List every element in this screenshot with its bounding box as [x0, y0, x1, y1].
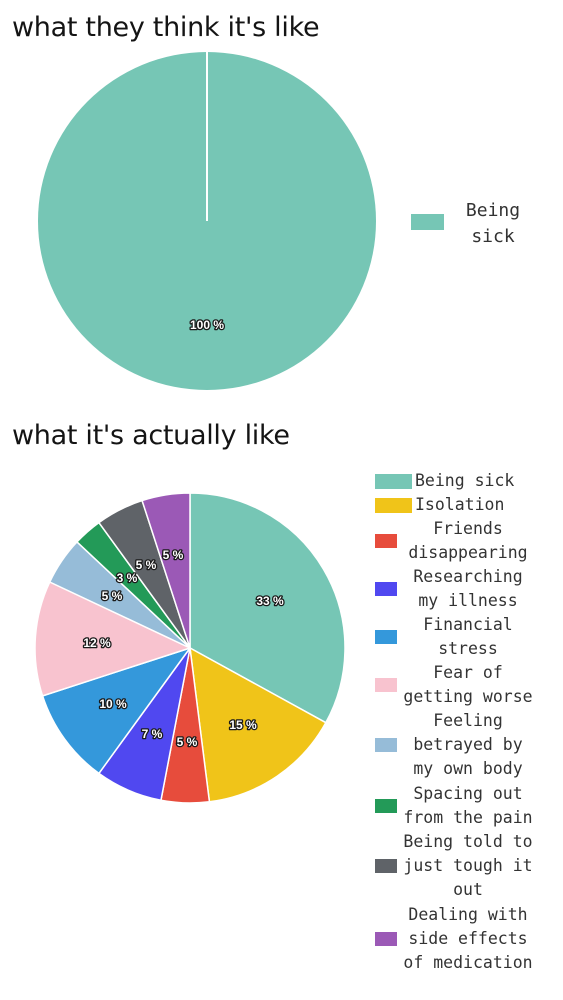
pie-slice-financial-stress — [41, 647, 191, 775]
pie-slice-friends-disappearing — [160, 647, 211, 804]
slice-label-being-told-to-just-tough-it-out: 5 % — [136, 558, 157, 572]
legend-label-dealing-with-side-effects-of-medication: Dealing with side effects of medication — [403, 905, 533, 972]
pie-slice-fear-of-getting-worse — [34, 581, 191, 697]
pie-slice-feeling-betrayed-by-my-own-body — [49, 541, 191, 649]
legend-swatch-fear-of-getting-worse — [375, 678, 397, 692]
legend-label-fear-of-getting-worse: Fear of getting worse — [403, 663, 533, 706]
pie-slice-researching-my-illness — [98, 647, 191, 802]
legend-swatch-being-sick — [411, 214, 444, 230]
legend-label-feeling-betrayed-by-my-own-body: Feeling betrayed by my own body — [413, 711, 523, 778]
legend-label-being-sick: Being sick — [465, 200, 521, 247]
slice-label-financial-stress: 10 % — [99, 697, 127, 711]
pie-chart-1: 100 % — [38, 52, 376, 390]
slice-label-spacing-out-from-the-pain: 3 % — [117, 571, 138, 585]
legend-label-being-sick: Being sick — [415, 471, 515, 490]
pie-slice-dealing-with-side-effects-of-medication — [141, 492, 191, 649]
legend-swatch-financial-stress — [375, 630, 397, 644]
slice-label-isolation: 15 % — [229, 718, 257, 732]
slice-label-fear-of-getting-worse: 12 % — [83, 636, 111, 650]
slice-label-feeling-betrayed-by-my-own-body: 5 % — [102, 589, 123, 603]
chart-title-2: what it's actually like — [12, 420, 290, 451]
legend-label-friends-disappearing: Friends disappearing — [408, 519, 528, 562]
legend-swatch-spacing-out-from-the-pain — [375, 799, 397, 813]
legend-swatch-being-told-to-just-tough-it-out — [375, 859, 397, 873]
chart-title-1: what they think it's like — [12, 12, 320, 43]
slice-label-friends-disappearing: 5 % — [177, 735, 198, 749]
legend-swatch-researching-my-illness — [375, 582, 397, 596]
slice-label-researching-my-illness: 7 % — [142, 727, 163, 741]
legend-swatch-dealing-with-side-effects-of-medication — [375, 932, 397, 946]
legend-label-researching-my-illness: Researching my illness — [413, 567, 523, 610]
legend-swatch-isolation — [375, 498, 412, 513]
pie-slice-being-sick — [189, 492, 346, 724]
pie-slice-being-told-to-just-tough-it-out — [98, 499, 191, 649]
legend-label-financial-stress: Financial stress — [423, 615, 513, 658]
legend-label-isolation: Isolation — [415, 495, 505, 514]
slice-label-being-sick: 33 % — [256, 594, 284, 608]
legend-label-being-told-to-just-tough-it-out: Being told to just tough it out — [403, 832, 533, 899]
slice-label-dealing-with-side-effects-of-medication: 5 % — [163, 548, 184, 562]
pie-slice-spacing-out-from-the-pain — [76, 521, 191, 649]
slice-label-being-sick: 100 % — [190, 318, 224, 332]
legend-swatch-friends-disappearing — [375, 534, 397, 548]
legend-label-spacing-out-from-the-pain: Spacing out from the pain — [403, 784, 533, 827]
legend-swatch-being-sick — [375, 474, 412, 489]
pie-slice-isolation — [189, 647, 327, 803]
legend-swatch-feeling-betrayed-by-my-own-body — [375, 738, 397, 752]
